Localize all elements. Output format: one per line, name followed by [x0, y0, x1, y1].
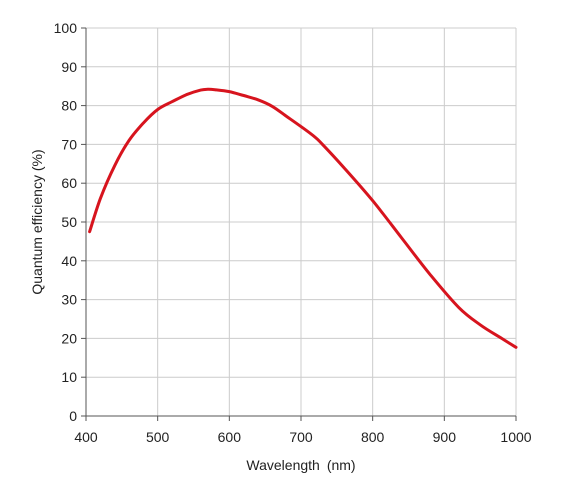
y-tick-label: 70	[61, 136, 77, 152]
y-tick-label: 100	[54, 20, 78, 36]
x-axis-ticks: 400 500 600 700 800 900 1000	[74, 416, 532, 445]
series-line-0	[88, 87, 518, 349]
x-tick-label: 400	[74, 429, 98, 445]
x-tick-label: 1000	[500, 429, 531, 445]
y-tick-label: 40	[61, 253, 77, 269]
y-tick-label: 30	[61, 292, 77, 308]
y-tick-label: 90	[61, 59, 77, 75]
y-tick-label: 80	[61, 98, 77, 114]
x-axis-title: Wavelength (nm)	[246, 457, 355, 473]
series-layer	[88, 87, 518, 349]
y-axis-ticks: 0 10 20 30 40 50 60 70 80 90 100	[54, 20, 86, 424]
y-axis-title: Quantum efficiency (%)	[29, 149, 45, 294]
y-tick-label: 50	[61, 214, 77, 230]
x-tick-label: 600	[218, 429, 242, 445]
x-tick-label: 900	[433, 429, 457, 445]
y-tick-label: 60	[61, 175, 77, 191]
y-tick-label: 0	[69, 408, 77, 424]
x-tick-label: 500	[146, 429, 170, 445]
x-tick-label: 800	[361, 429, 385, 445]
y-tick-label: 20	[61, 330, 77, 346]
y-tick-label: 10	[61, 369, 77, 385]
grid	[86, 28, 516, 416]
x-tick-label: 700	[289, 429, 313, 445]
